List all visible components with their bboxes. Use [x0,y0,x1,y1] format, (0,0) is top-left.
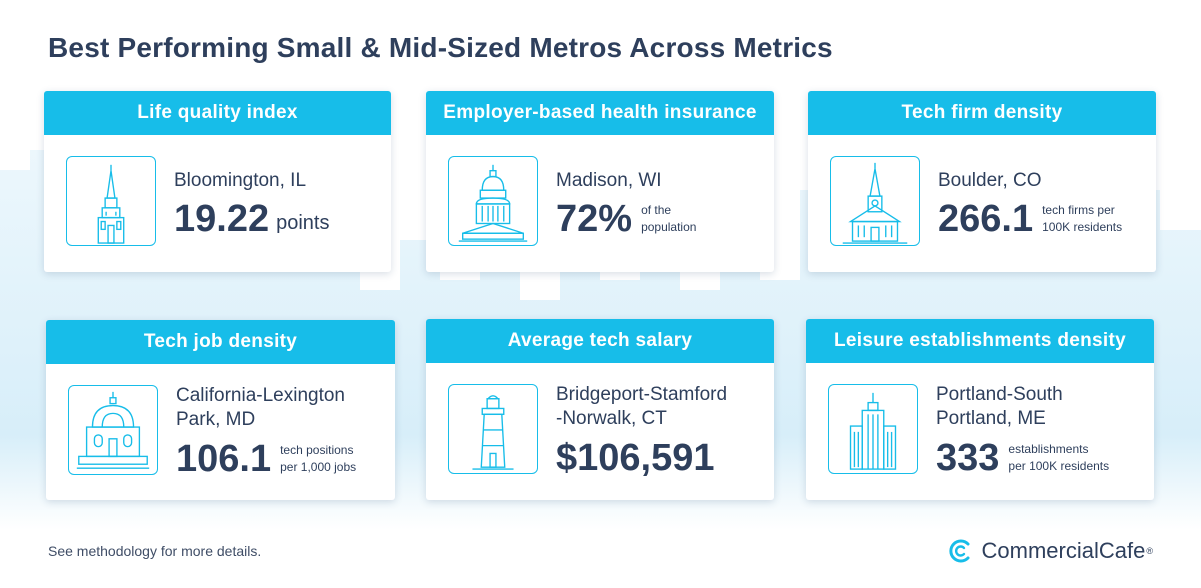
city-name: Portland-South Portland, ME [936,384,1063,429]
tower-building-icon [828,384,918,474]
metric-card-tech-job-density: Tech job density California-Lexington Par… [46,320,395,500]
city-name: Bridgeport-Stamford -Norwalk, CT [556,384,728,429]
card-header: Employer-based health insurance [426,91,774,135]
lighthouse-icon [448,384,538,474]
domed-hall-icon [68,385,158,475]
city-name: Boulder, CO [938,170,1042,191]
chapel-icon [830,156,920,246]
card-header: Life quality index [44,91,391,135]
metric-unit: establishments per 100K residents [1008,442,1110,473]
metric-unit: points [276,211,330,234]
card-header: Average tech salary [426,319,774,363]
brand-logo[interactable]: CommercialCafe ® [948,538,1153,564]
metric-unit: tech positions per 1,000 jobs [280,443,357,474]
metric-card-life-quality: Life quality index Bloomington, IL 19.22… [44,91,391,272]
card-header: Tech firm density [808,91,1156,135]
metric-value: 19.22 [174,198,270,240]
card-header: Leisure establishments density [806,319,1154,363]
city-name: California-Lexington Park, MD [176,385,345,430]
registered-mark: ® [1146,546,1153,556]
capitol-dome-icon [448,156,538,246]
city-name: Madison, WI [556,170,662,191]
metric-value: 333 [936,437,1000,479]
card-header: Tech job density [46,320,395,364]
church-spire-icon [66,156,156,246]
metric-value: 266.1 [938,198,1034,240]
metric-card-leisure-density: Leisure establishments density Portland-… [806,319,1154,500]
methodology-note: See methodology for more details. [48,543,262,559]
metric-value: 106.1 [176,438,272,480]
metric-value: 72% [556,198,633,240]
metric-card-average-tech-salary: Average tech salary Bridgeport-Stamford -… [426,319,774,500]
brand-name: CommercialCafe [981,538,1146,563]
city-name: Bloomington, IL [174,170,307,191]
page-title: Best Performing Small & Mid-Sized Metros… [48,32,833,63]
metric-card-health-insurance: Employer-based health insurance Madison,… [426,91,774,272]
metric-unit: of the population [641,203,697,234]
metric-card-tech-firm-density: Tech firm density Boulder, CO 266.1 tech… [808,91,1156,272]
metric-value: $106,591 [556,437,715,479]
commercialcafe-logo-icon [948,539,970,563]
metric-unit: tech firms per 100K residents [1042,203,1123,234]
